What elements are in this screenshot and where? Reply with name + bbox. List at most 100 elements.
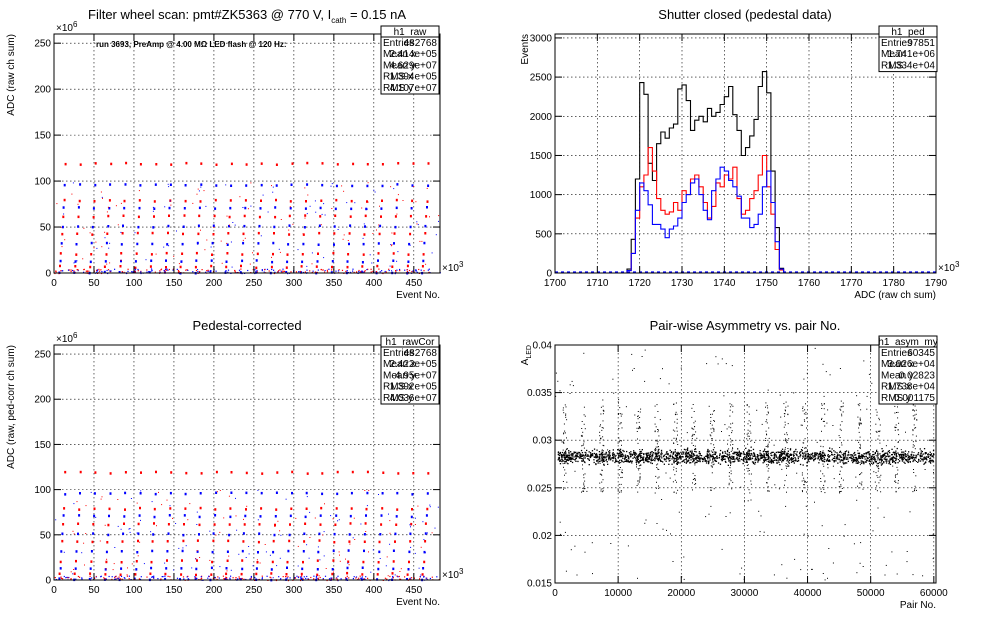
data-point bbox=[785, 455, 787, 457]
data-point bbox=[437, 506, 439, 508]
data-point bbox=[638, 426, 640, 428]
data-point bbox=[617, 453, 619, 455]
data-point bbox=[214, 514, 217, 517]
stats-key: Entries bbox=[383, 348, 414, 359]
data-point bbox=[558, 455, 560, 457]
data-point bbox=[577, 453, 579, 455]
data-point bbox=[880, 464, 883, 466]
data-point bbox=[840, 485, 842, 487]
data-point bbox=[76, 232, 79, 235]
stats-key: RMS x bbox=[383, 72, 413, 83]
data-point bbox=[581, 434, 583, 436]
data-point bbox=[897, 469, 899, 471]
data-point bbox=[680, 451, 682, 453]
data-point bbox=[399, 578, 401, 580]
data-point bbox=[847, 454, 849, 457]
data-point bbox=[561, 460, 563, 462]
data-point bbox=[744, 456, 746, 458]
data-point bbox=[719, 463, 722, 465]
data-point bbox=[651, 455, 653, 457]
data-point bbox=[858, 427, 860, 429]
data-point bbox=[722, 457, 724, 460]
data-point bbox=[658, 451, 660, 454]
data-point bbox=[302, 550, 305, 553]
data-point bbox=[698, 458, 700, 460]
data-point bbox=[783, 458, 785, 460]
data-point bbox=[877, 476, 879, 478]
data-point bbox=[750, 480, 752, 482]
data-point bbox=[674, 413, 676, 415]
x-tick-label: 1750 bbox=[756, 278, 779, 289]
data-point bbox=[348, 564, 350, 566]
data-point bbox=[124, 508, 126, 511]
data-point bbox=[819, 451, 822, 453]
data-point bbox=[857, 416, 859, 418]
data-point bbox=[839, 447, 841, 448]
data-point bbox=[581, 455, 583, 457]
data-point bbox=[791, 457, 793, 459]
data-point bbox=[320, 224, 322, 226]
data-point bbox=[115, 575, 117, 577]
data-point bbox=[657, 446, 659, 447]
data-point bbox=[601, 481, 603, 483]
data-point bbox=[136, 242, 139, 246]
data-point bbox=[194, 265, 197, 269]
data-point bbox=[713, 444, 715, 446]
data-point bbox=[366, 200, 368, 203]
data-point bbox=[805, 411, 807, 413]
data-point bbox=[821, 459, 823, 461]
data-point bbox=[691, 407, 693, 409]
data-point bbox=[731, 432, 733, 434]
data-point bbox=[63, 507, 66, 510]
data-point bbox=[619, 459, 621, 461]
data-point bbox=[563, 433, 564, 435]
data-point bbox=[637, 577, 638, 579]
data-point bbox=[899, 453, 902, 456]
y-tick-label: 0 bbox=[45, 576, 51, 587]
data-point bbox=[557, 451, 560, 453]
data-point bbox=[857, 458, 859, 460]
data-point bbox=[563, 456, 565, 458]
data-point bbox=[786, 474, 787, 476]
data-point bbox=[324, 503, 325, 505]
data-point bbox=[879, 424, 881, 426]
chart-title: Pair-wise Asymmetry vs. pair No. bbox=[650, 318, 841, 333]
data-point bbox=[858, 456, 861, 458]
data-point bbox=[855, 458, 858, 460]
data-point bbox=[667, 453, 669, 456]
data-point bbox=[805, 447, 806, 449]
data-point bbox=[896, 573, 898, 575]
data-point bbox=[583, 488, 585, 490]
data-point bbox=[598, 453, 601, 456]
data-point bbox=[784, 415, 785, 417]
data-point bbox=[787, 454, 789, 456]
data-point bbox=[56, 203, 58, 205]
data-point bbox=[839, 455, 841, 457]
data-point bbox=[894, 452, 896, 454]
data-point bbox=[685, 455, 687, 457]
data-point bbox=[270, 568, 273, 571]
data-point bbox=[563, 488, 564, 490]
data-point bbox=[780, 416, 782, 418]
data-point bbox=[424, 540, 427, 543]
data-point bbox=[655, 448, 657, 449]
plot-frame bbox=[554, 33, 937, 274]
data-point bbox=[859, 457, 861, 459]
data-point bbox=[642, 457, 644, 459]
y-tick-label: 0.04 bbox=[533, 341, 553, 352]
data-point bbox=[235, 515, 237, 517]
data-point bbox=[338, 551, 340, 553]
data-point bbox=[380, 207, 383, 210]
data-point bbox=[377, 252, 380, 255]
data-point bbox=[787, 456, 789, 458]
data-point bbox=[806, 427, 807, 429]
data-point bbox=[700, 455, 703, 457]
data-point bbox=[918, 460, 920, 462]
data-point bbox=[365, 507, 368, 511]
data-point bbox=[921, 450, 923, 453]
data-point bbox=[733, 456, 735, 458]
data-point bbox=[230, 471, 233, 474]
data-point bbox=[657, 441, 659, 443]
data-point bbox=[807, 452, 809, 455]
data-point bbox=[795, 460, 797, 462]
